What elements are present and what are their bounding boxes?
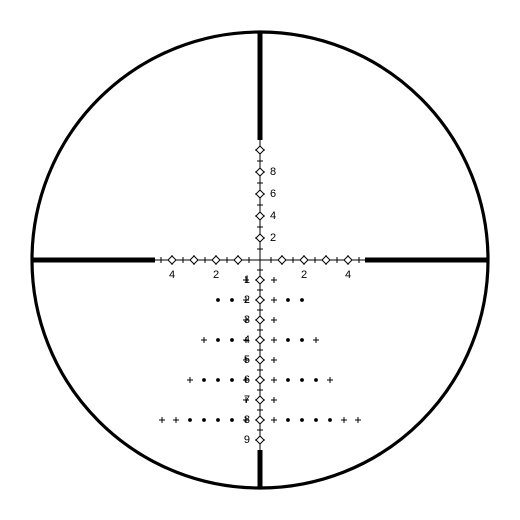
svg-text:9: 9 [244, 434, 250, 446]
svg-text:4: 4 [270, 210, 276, 222]
svg-text:4: 4 [169, 269, 175, 281]
svg-text:2: 2 [270, 232, 276, 244]
reticle-diagram: 42242468123456789 [0, 0, 520, 520]
svg-text:6: 6 [270, 188, 276, 200]
svg-text:8: 8 [270, 166, 276, 178]
svg-text:2: 2 [301, 269, 307, 281]
svg-text:4: 4 [345, 269, 351, 281]
svg-text:2: 2 [213, 269, 219, 281]
